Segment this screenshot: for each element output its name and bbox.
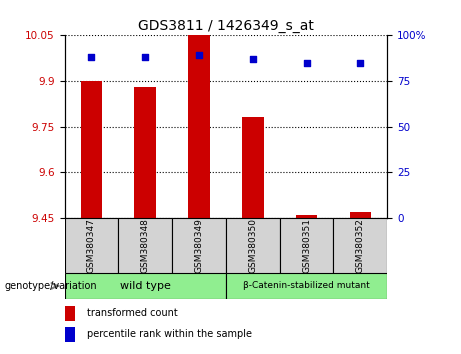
Bar	[172, 218, 226, 273]
Bar	[242, 118, 264, 218]
Text: GSM380350: GSM380350	[248, 218, 257, 273]
Bar	[226, 273, 387, 299]
Text: GSM380351: GSM380351	[302, 218, 311, 273]
Bar	[81, 81, 102, 218]
Point	[88, 55, 95, 60]
Bar	[118, 218, 172, 273]
Text: GSM380349: GSM380349	[195, 218, 203, 273]
Bar	[226, 218, 280, 273]
Text: GSM380352: GSM380352	[356, 218, 365, 273]
Bar	[65, 218, 118, 273]
Bar	[65, 273, 226, 299]
Bar	[280, 218, 333, 273]
Title: GDS3811 / 1426349_s_at: GDS3811 / 1426349_s_at	[138, 19, 314, 33]
Bar	[349, 212, 371, 218]
Bar	[65, 327, 75, 342]
Bar	[65, 306, 75, 320]
Text: wild type: wild type	[120, 281, 171, 291]
Bar	[135, 87, 156, 218]
Point	[357, 60, 364, 65]
Text: transformed count: transformed count	[87, 308, 178, 318]
Bar	[333, 218, 387, 273]
Point	[249, 56, 256, 62]
Text: genotype/variation: genotype/variation	[5, 281, 97, 291]
Text: β-Catenin-stabilized mutant: β-Catenin-stabilized mutant	[243, 281, 370, 290]
Point	[195, 53, 203, 58]
Point	[142, 55, 149, 60]
Text: GSM380347: GSM380347	[87, 218, 96, 273]
Bar	[188, 35, 210, 218]
Bar	[296, 215, 317, 218]
Point	[303, 60, 310, 65]
Text: percentile rank within the sample: percentile rank within the sample	[87, 329, 252, 339]
Text: GSM380348: GSM380348	[141, 218, 150, 273]
